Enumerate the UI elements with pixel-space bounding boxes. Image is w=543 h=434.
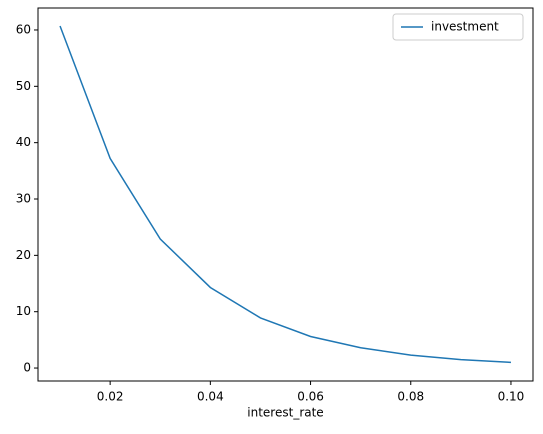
- y-tick-label: 20: [16, 248, 31, 262]
- line-series: [59, 25, 511, 364]
- y-tick-label: 10: [16, 304, 31, 318]
- x-tick-label: 0.04: [197, 390, 224, 404]
- y-tick-label: 30: [16, 192, 31, 206]
- x-tick-label: 0.10: [498, 390, 525, 404]
- y-tick-label: 0: [23, 361, 31, 375]
- y-tick-label: 40: [16, 135, 31, 149]
- y-tick-label: 60: [16, 22, 31, 36]
- x-tick-label: 0.02: [97, 390, 124, 404]
- legend-box: [392, 13, 524, 41]
- y-tick-label: 50: [16, 79, 31, 93]
- x-tick-label: 0.06: [297, 390, 324, 404]
- plot-frame: [37, 7, 534, 382]
- x-axis-label: interest_rate: [247, 406, 323, 420]
- x-tick-label: 0.08: [397, 390, 424, 404]
- legend-label: investment: [431, 20, 499, 34]
